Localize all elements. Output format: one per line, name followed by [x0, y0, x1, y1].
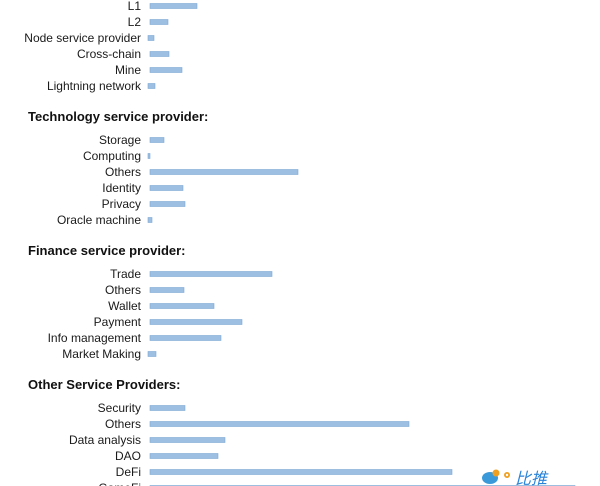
- watermark-text: 比推: [515, 470, 549, 486]
- section-title: Finance service provider:: [28, 243, 186, 258]
- category-label-l1: L1: [128, 0, 142, 13]
- bar-market-making: [147, 351, 157, 357]
- category-label-privacy: Privacy: [102, 197, 141, 211]
- bar-data-analysis: [149, 437, 226, 443]
- watermark: 比推: [482, 469, 549, 486]
- bird-logo-icon: [482, 469, 510, 484]
- category-label-wallet: Wallet: [108, 299, 142, 313]
- section-title: Other Service Providers:: [28, 377, 180, 392]
- bar-payment: [149, 319, 243, 325]
- category-label-mine: Mine: [115, 63, 141, 77]
- bar-wallet: [149, 303, 215, 309]
- category-label-gamefi: GameFi: [98, 481, 141, 486]
- category-label-l2: L2: [128, 15, 142, 29]
- category-label-trade: Trade: [110, 267, 141, 281]
- category-label-others: Others: [105, 417, 141, 431]
- category-label-market-making: Market Making: [62, 347, 141, 361]
- bar-others: [149, 421, 410, 427]
- section-title: Technology service provider:: [28, 109, 208, 124]
- category-label-dao: DAO: [115, 449, 141, 463]
- bar-others: [149, 287, 185, 293]
- bar-cross-chain: [149, 51, 170, 57]
- bar-defi: [149, 469, 453, 475]
- category-label-oracle-machine: Oracle machine: [57, 213, 141, 227]
- category-label-security: Security: [98, 401, 141, 415]
- bars-layer: [147, 3, 576, 486]
- bar-storage: [149, 137, 165, 143]
- category-label-data-analysis: Data analysis: [69, 433, 141, 447]
- category-label-cross-chain: Cross-chain: [77, 47, 141, 61]
- category-label-lightning-network: Lightning network: [47, 79, 142, 93]
- bar-identity: [149, 185, 184, 191]
- category-label-node-service-provider: Node service provider: [24, 31, 141, 45]
- category-label-others: Others: [105, 165, 141, 179]
- bar-privacy: [149, 201, 186, 207]
- bar-l1: [149, 3, 198, 9]
- bar-lightning-network: [147, 83, 156, 89]
- category-label-others: Others: [105, 283, 141, 297]
- bar-info-management: [149, 335, 222, 341]
- bar-dao: [149, 453, 219, 459]
- bar-mine: [149, 67, 183, 73]
- bar-l2: [149, 19, 169, 25]
- bar-security: [149, 405, 186, 411]
- bar-others: [149, 169, 299, 175]
- bar-node-service-provider: [147, 35, 155, 41]
- bar-oracle-machine: [147, 217, 153, 223]
- category-label-payment: Payment: [94, 315, 142, 329]
- labels-layer: L1 L2 Node service provider Cross-chain Mine…: [24, 0, 208, 486]
- category-label-info-management: Info management: [48, 331, 142, 345]
- category-label-identity: Identity: [102, 181, 141, 195]
- category-label-storage: Storage: [99, 133, 141, 147]
- category-label-defi: DeFi: [116, 465, 141, 479]
- category-label-computing: Computing: [83, 149, 141, 163]
- bar-trade: [149, 271, 273, 277]
- bar-computing: [147, 153, 151, 159]
